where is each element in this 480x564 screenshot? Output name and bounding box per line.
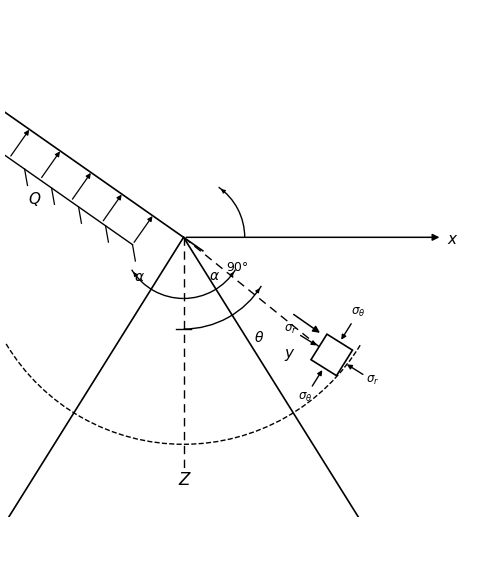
Text: y: y	[285, 346, 294, 361]
Text: α: α	[210, 269, 219, 283]
Text: Q: Q	[29, 192, 41, 206]
Text: $\sigma_r$: $\sigma_r$	[285, 323, 298, 336]
Text: x: x	[447, 232, 456, 247]
Text: $\sigma_r$: $\sigma_r$	[366, 374, 379, 387]
Text: $\sigma_\theta$: $\sigma_\theta$	[351, 306, 365, 319]
Polygon shape	[311, 334, 352, 376]
Text: θ: θ	[254, 332, 263, 345]
Text: Z: Z	[178, 470, 189, 488]
Text: $\sigma_\theta$: $\sigma_\theta$	[298, 391, 312, 404]
Text: 90°: 90°	[227, 261, 249, 275]
Text: α: α	[134, 270, 144, 284]
